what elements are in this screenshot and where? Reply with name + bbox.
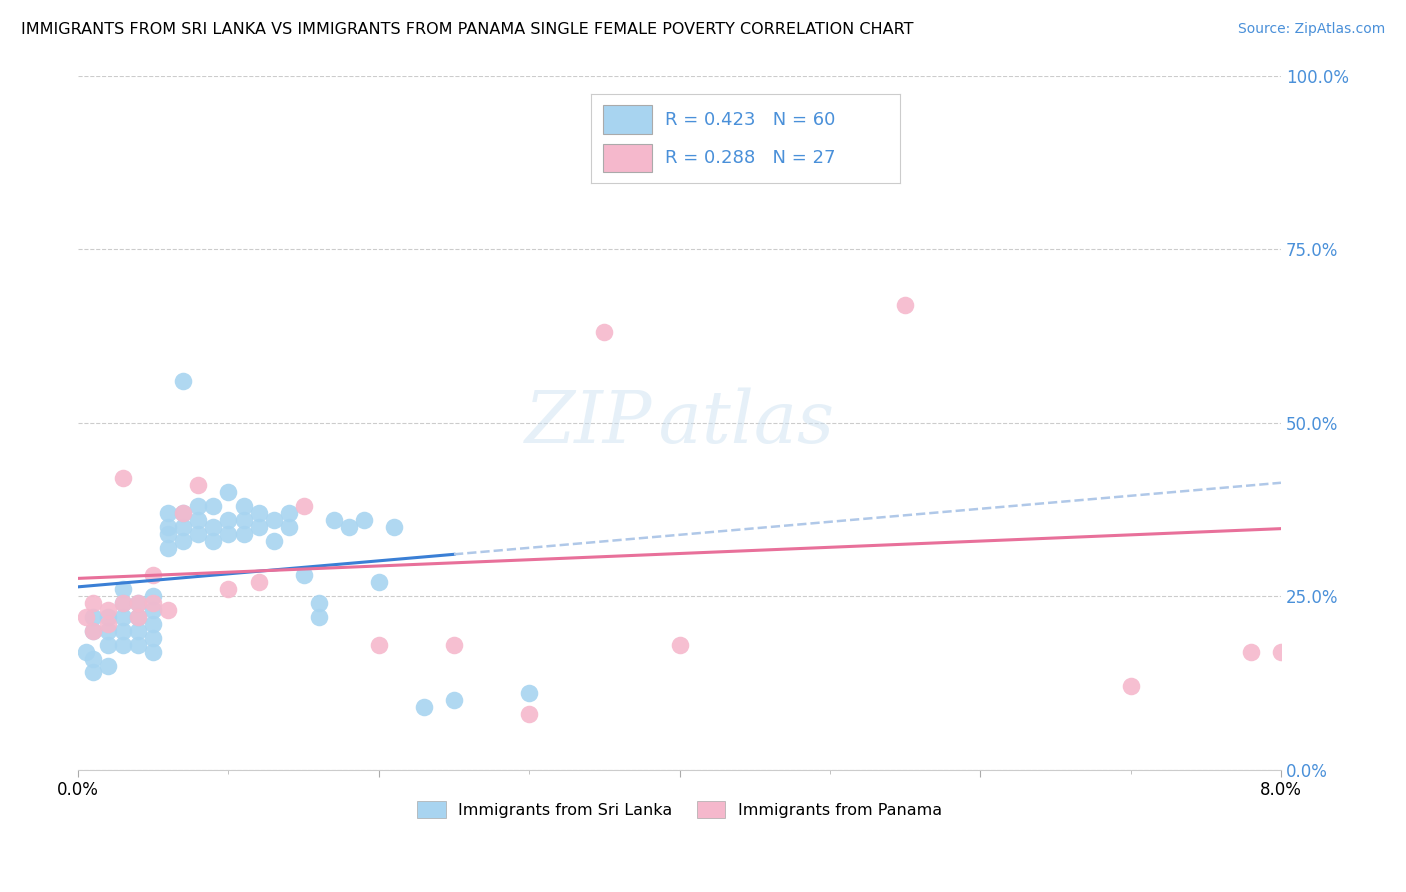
Point	[517, 686, 540, 700]
Point	[82, 610, 104, 624]
Point	[337, 519, 360, 533]
Point	[112, 624, 135, 638]
Point	[112, 582, 135, 597]
Point	[157, 603, 180, 617]
Point	[82, 624, 104, 638]
Point	[1240, 645, 1263, 659]
Point	[112, 596, 135, 610]
Point	[127, 638, 149, 652]
Point	[382, 519, 405, 533]
Point	[247, 519, 270, 533]
Point	[263, 513, 285, 527]
Point	[232, 499, 254, 513]
Point	[308, 610, 330, 624]
Point	[217, 582, 239, 597]
Point	[202, 533, 225, 548]
Point	[142, 596, 165, 610]
Point	[142, 616, 165, 631]
Point	[413, 700, 436, 714]
Point	[789, 131, 811, 145]
Point	[97, 624, 120, 638]
Point	[187, 499, 209, 513]
Point	[172, 519, 194, 533]
Point	[127, 596, 149, 610]
Point	[187, 478, 209, 492]
Point	[157, 506, 180, 520]
Text: R = 0.423   N = 60: R = 0.423 N = 60	[665, 111, 835, 128]
Point	[97, 603, 120, 617]
Point	[308, 596, 330, 610]
Text: IMMIGRANTS FROM SRI LANKA VS IMMIGRANTS FROM PANAMA SINGLE FEMALE POVERTY CORREL: IMMIGRANTS FROM SRI LANKA VS IMMIGRANTS …	[21, 22, 914, 37]
Point	[157, 526, 180, 541]
Point	[202, 499, 225, 513]
Point	[443, 638, 465, 652]
Point	[127, 596, 149, 610]
Point	[1270, 645, 1292, 659]
Point	[322, 513, 344, 527]
Point	[97, 638, 120, 652]
Point	[263, 533, 285, 548]
Point	[82, 665, 104, 680]
Point	[142, 645, 165, 659]
Point	[97, 610, 120, 624]
Point	[187, 526, 209, 541]
Point	[75, 645, 97, 659]
Point	[232, 526, 254, 541]
Point	[593, 326, 616, 340]
Point	[75, 610, 97, 624]
Point	[217, 513, 239, 527]
Point	[292, 568, 315, 582]
Point	[353, 513, 375, 527]
Point	[217, 526, 239, 541]
Point	[517, 707, 540, 722]
Point	[82, 624, 104, 638]
Point	[142, 589, 165, 603]
Point	[127, 610, 149, 624]
Point	[277, 506, 299, 520]
Text: R = 0.288   N = 27: R = 0.288 N = 27	[665, 149, 835, 167]
Point	[187, 513, 209, 527]
Point	[112, 638, 135, 652]
Point	[232, 513, 254, 527]
Text: ZIP atlas: ZIP atlas	[524, 387, 835, 458]
Point	[172, 374, 194, 388]
Point	[142, 603, 165, 617]
Legend: Immigrants from Sri Lanka, Immigrants from Panama: Immigrants from Sri Lanka, Immigrants fr…	[411, 795, 949, 824]
Point	[277, 519, 299, 533]
Point	[668, 638, 690, 652]
Point	[142, 568, 165, 582]
Point	[157, 541, 180, 555]
Point	[97, 616, 120, 631]
Point	[217, 485, 239, 500]
FancyBboxPatch shape	[603, 144, 652, 172]
Point	[127, 610, 149, 624]
Point	[127, 624, 149, 638]
Point	[247, 575, 270, 590]
Point	[443, 693, 465, 707]
Point	[172, 506, 194, 520]
Point	[292, 499, 315, 513]
Point	[172, 506, 194, 520]
Point	[82, 651, 104, 665]
Point	[112, 610, 135, 624]
Point	[82, 596, 104, 610]
Point	[894, 297, 917, 311]
Point	[157, 519, 180, 533]
Point	[142, 631, 165, 645]
Point	[367, 638, 389, 652]
Point	[112, 471, 135, 485]
Point	[112, 596, 135, 610]
Point	[367, 575, 389, 590]
Point	[172, 533, 194, 548]
Point	[202, 519, 225, 533]
FancyBboxPatch shape	[603, 105, 652, 134]
Text: Source: ZipAtlas.com: Source: ZipAtlas.com	[1237, 22, 1385, 37]
Point	[1119, 679, 1142, 693]
Point	[247, 506, 270, 520]
Point	[97, 658, 120, 673]
